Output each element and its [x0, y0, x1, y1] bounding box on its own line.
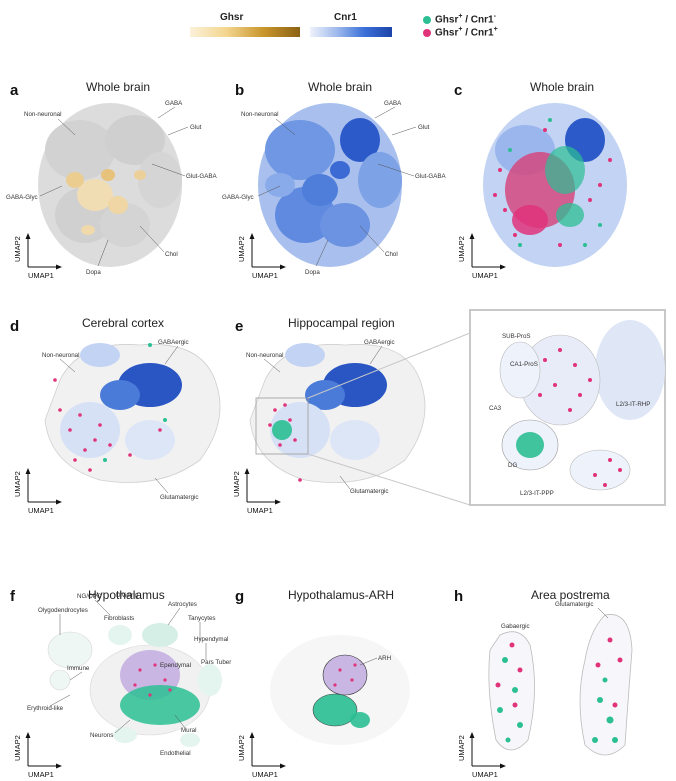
label-gabaergic: Gabaergic [501, 623, 530, 630]
inset-label-dg: DG [508, 462, 517, 469]
label-dopa: Dopa [305, 269, 320, 276]
axis-x-label: UMAP1 [252, 271, 278, 280]
axis-x-label: UMAP1 [28, 271, 54, 280]
panel-title: Cerebral cortex [82, 316, 165, 330]
panel-title: Hypothalamus [88, 588, 165, 602]
label-glutamatergic: Glutamatergic [555, 601, 594, 608]
label-fibroblasts: Fibroblasts [104, 615, 134, 622]
label-non-neuronal: Non-neuronal [246, 352, 284, 359]
cnr1-colorbar [310, 27, 392, 37]
ghsr-colorbar [190, 27, 300, 37]
inset-label-ca3: CA3 [489, 405, 502, 412]
inset-label-l23-it-rhp: L2/3-IT-RHP [616, 401, 650, 408]
inset-label-ca1-pros: CA1-ProS [510, 361, 538, 368]
inset-label-sub-pros: SUB-ProS [502, 333, 531, 340]
label-pars-tuber: Pars Tuber [201, 659, 231, 666]
axis-x-label: UMAP1 [472, 271, 498, 280]
axis-y-label: UMAP2 [232, 471, 241, 497]
label-neurons: Neurons [90, 732, 113, 739]
axis-x-label: UMAP1 [28, 506, 54, 515]
axis-y-label: UMAP2 [457, 735, 466, 761]
axis-x-label: UMAP1 [247, 506, 273, 515]
label-dividing: Dividing [116, 592, 139, 599]
ghsr-pos-cnr1-pos-points [493, 128, 612, 247]
panel-title: Whole brain [530, 80, 595, 94]
inset-label-l23-it-ppp: L2/3-IT-PPP [520, 490, 554, 497]
label-gabaergic: GABAergic [364, 339, 395, 346]
label-non-neuronal: Non-neuronal [24, 111, 62, 118]
panel-title: Whole brain [86, 80, 151, 94]
axis-x-label: UMAP1 [252, 770, 278, 779]
hippocampal-inset: SUB-ProS CA1-ProS CA3 L2/3-IT-RHP DG L2/… [469, 309, 666, 506]
label-immune: Immune [67, 665, 90, 672]
label-gaba-glyc: GABA-Glyc [6, 194, 38, 201]
ghsr-pos-cnr1-neg-dot [423, 16, 431, 24]
panel-letter: f [10, 588, 15, 605]
axis-x-label: UMAP1 [472, 770, 498, 779]
label-chol: Chol [165, 251, 178, 258]
label-ependymal: Ependymal [160, 662, 191, 669]
label-hypendymal: Hypendymal [194, 636, 228, 643]
axis-y-label: UMAP2 [457, 236, 466, 262]
label-erythroid-like: Erythroid-like [27, 705, 64, 712]
axis-y-label: UMAP2 [13, 471, 22, 497]
panel-letter: h [454, 588, 464, 605]
label-glutamatergic: Glutamatergic [350, 488, 389, 495]
axis-x-label: UMAP1 [28, 770, 54, 779]
label-tanycytes: Tanycytes [188, 615, 216, 622]
axis-y-label: UMAP2 [13, 236, 22, 262]
panel-title: Area postrema [531, 588, 610, 602]
cnr1-bar-label: Cnr1 [334, 12, 357, 23]
label-mural: Mural [181, 727, 196, 734]
label-glut: Glut [418, 124, 430, 131]
legend-item-1: Ghsr+ / Cnr1- [435, 13, 496, 26]
label-endothelial: Endothelial [160, 750, 191, 757]
axis-arrows [27, 237, 58, 268]
label-olygodendrocytes: Olygodendrocytes [38, 607, 88, 614]
panel-letter: a [10, 82, 19, 99]
label-gaba: GABA [384, 100, 402, 107]
ghsr-pos-cnr1-pos-dot [423, 29, 431, 37]
axis-y-label: UMAP2 [237, 735, 246, 761]
panel-letter: g [235, 588, 245, 605]
label-astrocytes: Astrocytes [168, 601, 197, 608]
label-glut-gaba: Glut-GABA [186, 173, 217, 180]
label-non-neuronal: Non-neuronal [241, 111, 279, 118]
label-chol: Chol [385, 251, 398, 258]
ghsr-bar-label: Ghsr [220, 12, 244, 23]
panel-letter: e [235, 318, 244, 335]
legend-item-2: Ghsr+ / Cnr1+ [435, 26, 498, 39]
panel-letter: b [235, 82, 245, 99]
label-glut: Glut [190, 124, 202, 131]
axis-y-label: UMAP2 [13, 735, 22, 761]
label-gaba-glyc: GABA-Glyc [222, 194, 254, 201]
panel-title: Whole brain [308, 80, 373, 94]
label-glut-gaba: Glut-GABA [415, 173, 446, 180]
ghsr-pos-cnr1-neg-points [508, 118, 602, 247]
label-gabaergic: GABAergic [158, 339, 189, 346]
label-ng-opc: NG/OPC [77, 593, 102, 600]
label-arh: ARH [378, 655, 391, 662]
panel-title: Hippocampal region [288, 316, 395, 330]
label-dopa: Dopa [86, 269, 101, 276]
axis-y-label: UMAP2 [237, 236, 246, 262]
panel-letter: c [454, 82, 463, 99]
label-non-neuronal: Non-neuronal [42, 352, 80, 359]
panel-letter: d [10, 318, 20, 335]
panel-title: Hypothalamus-ARH [288, 588, 395, 602]
label-glutamatergic: Glutamatergic [160, 494, 199, 501]
label-gaba: GABA [165, 100, 183, 107]
